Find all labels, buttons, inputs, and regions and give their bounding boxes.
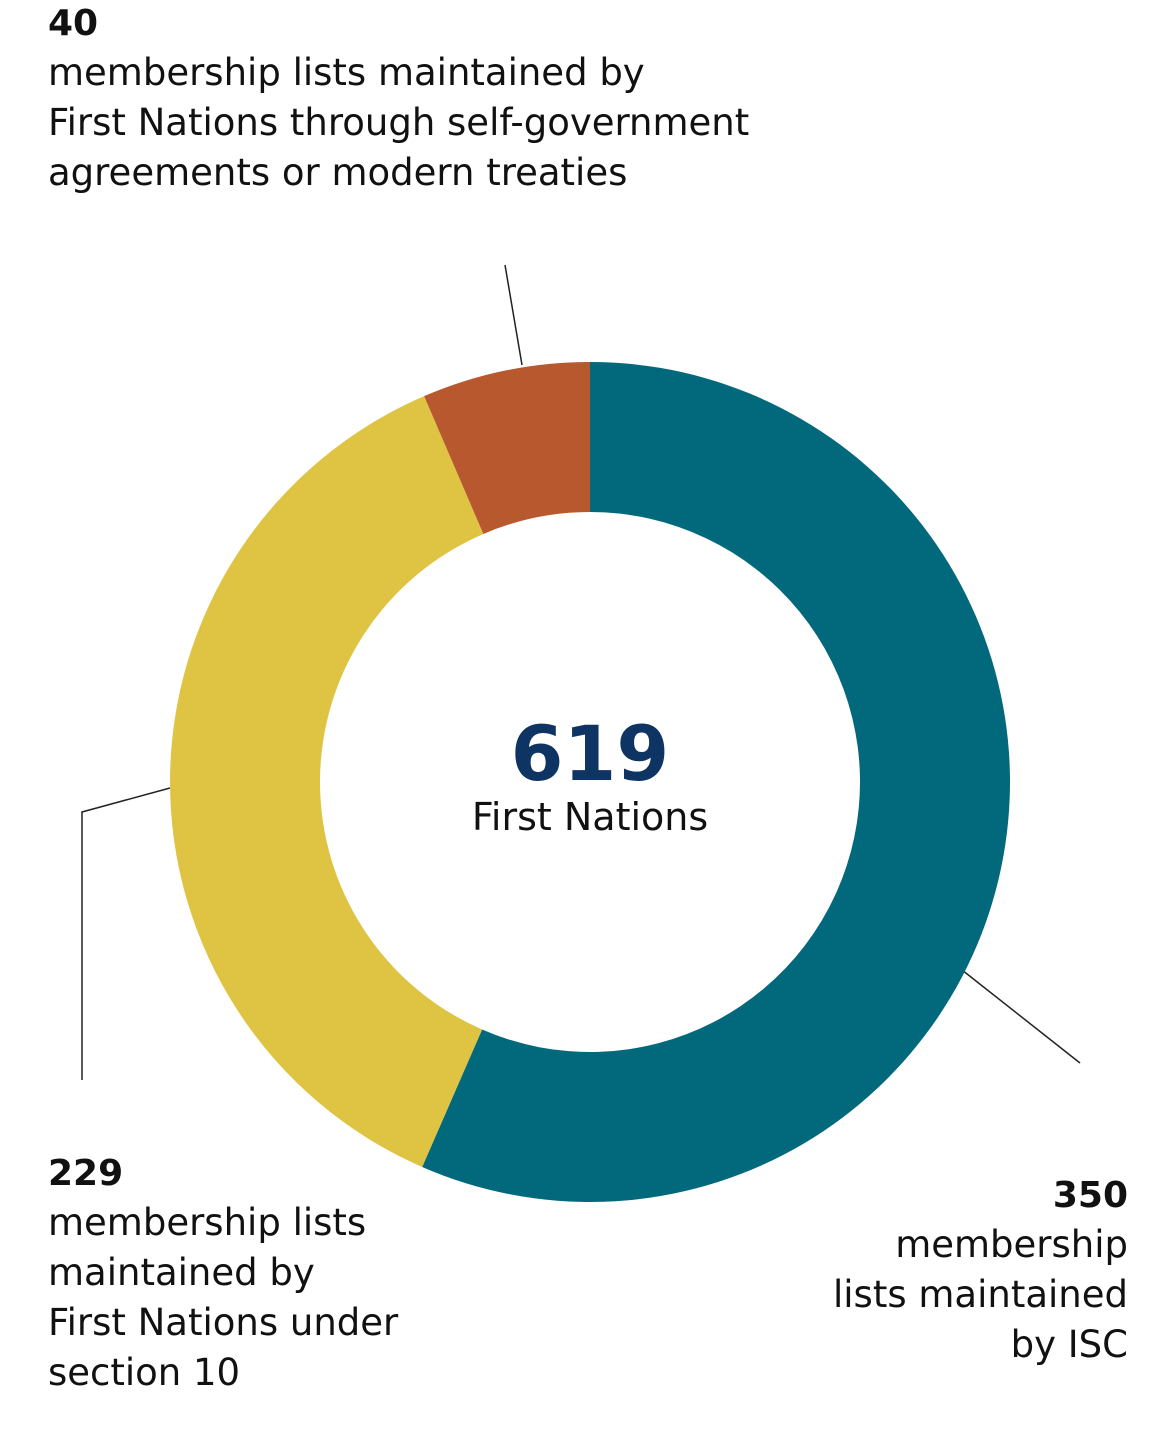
donut-segment <box>424 362 590 534</box>
category-label: by ISC <box>1011 1323 1128 1366</box>
category-label: maintained by <box>48 1251 315 1294</box>
donut <box>170 362 1011 1202</box>
leader-line <box>961 969 1081 1064</box>
donut-segment <box>422 362 1011 1202</box>
leader-line <box>81 787 171 1080</box>
category-label: First Nations through self-government <box>48 101 749 144</box>
category-label: membership lists maintained by <box>48 51 645 94</box>
donut-segment <box>170 396 484 1168</box>
leader-line <box>504 264 523 366</box>
category-label: section 10 <box>48 1351 240 1394</box>
value-label: 40 <box>48 3 98 44</box>
center-total: 619 <box>511 709 670 798</box>
category-label: membership lists <box>48 1201 366 1244</box>
center-label: First Nations <box>472 795 708 839</box>
category-label: membership <box>895 1223 1128 1266</box>
category-label: lists maintained <box>833 1273 1128 1316</box>
value-label: 229 <box>48 1153 123 1194</box>
value-label: 350 <box>1053 1175 1128 1216</box>
category-label: First Nations under <box>48 1301 399 1344</box>
category-label: agreements or modern treaties <box>48 151 627 194</box>
